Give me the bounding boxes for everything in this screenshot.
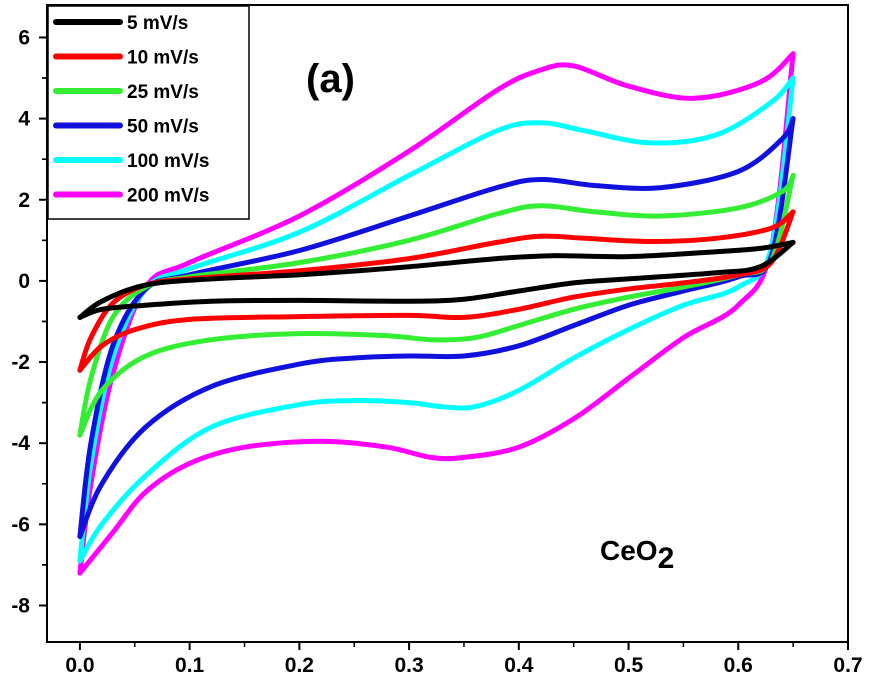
- series-1-anodic-line: [77, 239, 796, 320]
- y-tick-label: 0: [18, 270, 30, 293]
- series-2-anodic-line: [77, 209, 796, 373]
- series-4-anodic-line: [77, 116, 796, 539]
- legend-label-2: 10 mV/s: [127, 48, 199, 69]
- plot-frame: [46, 4, 849, 643]
- series-6-anodic-line: [77, 51, 796, 576]
- x-tick-label: 0.3: [394, 654, 423, 677]
- series-2-cathodic-line: [77, 209, 796, 373]
- cv-curves: [77, 51, 796, 576]
- x-tick-label: 0.0: [65, 654, 94, 677]
- material-formula: CeO: [600, 535, 658, 566]
- legend-label-3: 25 mV/s: [127, 82, 199, 103]
- legend-label-1: 5 mV/s: [127, 13, 188, 34]
- x-tick-label: 0.2: [285, 654, 314, 677]
- y-tick-label: -4: [11, 432, 30, 455]
- series-1-cathodic-line: [77, 239, 796, 320]
- y-tick-label: 4: [18, 108, 30, 131]
- x-tick-label: 0.1: [175, 654, 205, 677]
- x-tick-label: 0.6: [724, 654, 753, 677]
- legend-label-4: 50 mV/s: [127, 117, 199, 138]
- y-tick-label: -8: [11, 594, 30, 617]
- legend-box: [47, 5, 250, 220]
- x-tick-label: 0.7: [833, 654, 862, 677]
- material-subscript: 2: [658, 542, 675, 575]
- legend-label-5: 100 mV/s: [127, 151, 209, 172]
- y-tick-label: 6: [18, 26, 30, 49]
- panel-label: (a): [306, 57, 355, 101]
- series-6-cathodic-line: [77, 51, 796, 576]
- legend: 5 mV/s 10 mV/s 25 mV/s 50 mV/s 100 mV/s 200 m…: [47, 5, 250, 220]
- material-label: CeO2: [600, 535, 674, 575]
- legend-label-6: 200 mV/s: [127, 186, 209, 207]
- x-tick-label: 0.4: [504, 654, 534, 677]
- x-tick-label: 0.5: [614, 654, 644, 677]
- axis-ticks: 0.0 0.1 0.2 0.3 0.4 0.5 0.6 0.7 6 4 2 0 -2 -4 -6 -8: [11, 26, 862, 677]
- y-tick-label: -2: [11, 351, 30, 374]
- series-5-cathodic-line: [77, 75, 796, 564]
- y-tick-label: 2: [18, 189, 30, 212]
- series-5-anodic-line: [77, 75, 796, 564]
- y-tick-label: -6: [11, 513, 30, 536]
